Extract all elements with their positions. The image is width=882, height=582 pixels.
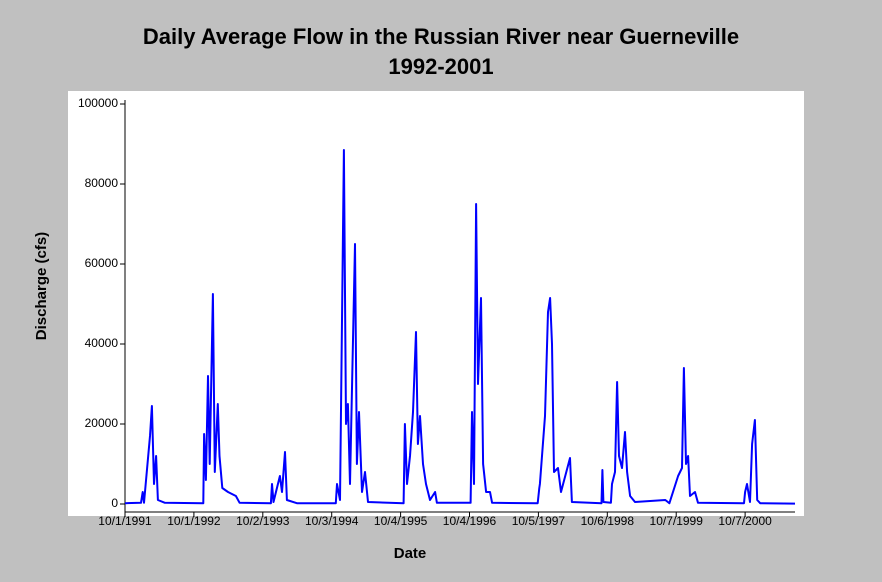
y-tick-label: 60000	[85, 256, 119, 270]
x-tick-label: 10/2/1993	[236, 514, 290, 528]
chart-subtitle: 1992-2001	[388, 54, 493, 79]
x-axis-label: Date	[394, 545, 427, 562]
y-axis-label: Discharge (cfs)	[33, 232, 50, 340]
flow-line	[124, 149, 796, 505]
x-tick-label: 10/1/1992	[167, 514, 221, 528]
y-tick-label: 20000	[85, 416, 119, 430]
x-tick-label: 10/7/2000	[718, 514, 772, 528]
plot-area	[68, 91, 804, 516]
y-tick-label: 100000	[78, 96, 118, 110]
x-tick-label: 10/4/1995	[374, 514, 428, 528]
y-tick-label: 0	[111, 496, 118, 510]
y-tick-label: 80000	[85, 176, 119, 190]
x-tick-label: 10/7/1999	[650, 514, 704, 528]
x-tick-label: 10/5/1997	[512, 514, 566, 528]
chart-title: Daily Average Flow in the Russian River …	[143, 24, 739, 49]
x-tick-label: 10/4/1996	[443, 514, 497, 528]
x-tick-label: 10/6/1998	[581, 514, 635, 528]
x-tick-label: 10/1/1991	[98, 514, 152, 528]
x-tick-label: 10/3/1994	[305, 514, 359, 528]
y-tick-label: 40000	[85, 336, 119, 350]
